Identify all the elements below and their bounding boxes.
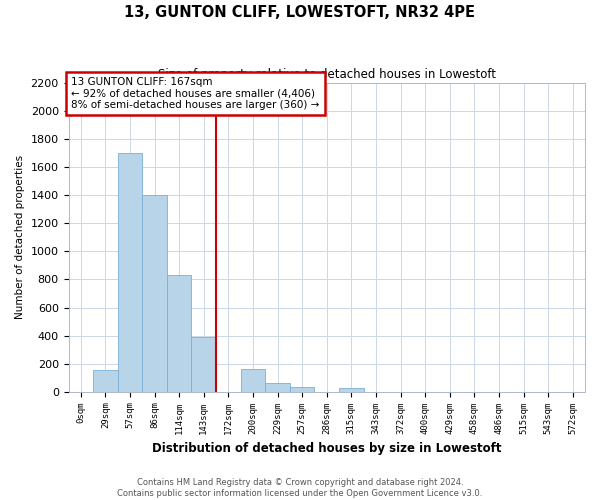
Bar: [142, 196, 167, 392]
Title: Size of property relative to detached houses in Lowestoft: Size of property relative to detached ho…: [158, 68, 496, 80]
Text: 13 GUNTON CLIFF: 167sqm
← 92% of detached houses are smaller (4,406)
8% of semi-: 13 GUNTON CLIFF: 167sqm ← 92% of detache…: [71, 77, 319, 110]
Bar: [290, 387, 314, 392]
X-axis label: Distribution of detached houses by size in Lowestoft: Distribution of detached houses by size …: [152, 442, 502, 455]
Bar: [265, 382, 290, 392]
Bar: [167, 276, 191, 392]
Bar: [191, 337, 216, 392]
Bar: [118, 153, 142, 392]
Bar: [339, 388, 364, 392]
Bar: [93, 370, 118, 392]
Text: 13, GUNTON CLIFF, LOWESTOFT, NR32 4PE: 13, GUNTON CLIFF, LOWESTOFT, NR32 4PE: [125, 5, 476, 20]
Y-axis label: Number of detached properties: Number of detached properties: [15, 156, 25, 320]
Bar: [241, 368, 265, 392]
Text: Contains HM Land Registry data © Crown copyright and database right 2024.
Contai: Contains HM Land Registry data © Crown c…: [118, 478, 482, 498]
